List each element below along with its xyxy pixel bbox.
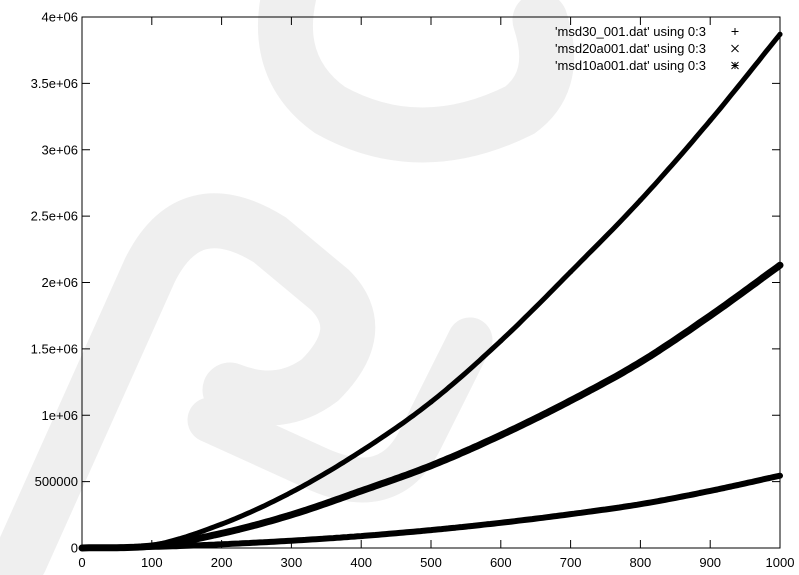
series-layer <box>78 31 784 552</box>
series-2-point <box>358 488 364 494</box>
y-tick-label: 1.5e+06 <box>31 341 78 356</box>
series-3-point <box>568 511 574 517</box>
x-tick-label: 600 <box>490 555 512 570</box>
legend-label-3: 'msd10a001.dat' using 0:3 <box>555 58 706 73</box>
x-tick-label: 300 <box>281 555 303 570</box>
series-1-point <box>637 197 643 203</box>
y-tick-label: 2e+06 <box>41 275 78 290</box>
legend-label-2: 'msd20a001.dat' using 0:3 <box>555 41 706 56</box>
y-tick-label: 500000 <box>35 474 78 489</box>
legend-marker-1 <box>731 28 739 35</box>
series-2-point <box>428 463 434 469</box>
series-1-point <box>498 338 504 344</box>
series-1-point <box>358 448 364 454</box>
series-2-point <box>498 432 504 438</box>
y-tick-label: 1e+06 <box>41 408 78 423</box>
x-tick-label: 1000 <box>766 555 795 570</box>
y-tick-label: 3.5e+06 <box>31 76 78 91</box>
series-2-point <box>707 313 713 319</box>
x-tick-label: 800 <box>630 555 652 570</box>
x-tick-label: 900 <box>699 555 721 570</box>
series-1-point <box>707 118 713 124</box>
y-tick-label: 2.5e+06 <box>31 209 78 224</box>
y-tick-label: 4e+06 <box>41 10 78 25</box>
x-tick-label: 100 <box>141 555 163 570</box>
y-tick-label: 0 <box>71 541 78 556</box>
series-1-point <box>219 521 225 527</box>
series-3-point <box>358 533 364 539</box>
series-2-point <box>288 512 294 518</box>
x-tick-label: 400 <box>350 555 372 570</box>
watermark-logo <box>0 0 575 575</box>
series-2-point <box>219 530 225 536</box>
series-3-point <box>707 488 713 494</box>
legend-marker-3 <box>731 61 739 70</box>
legend-label-1: 'msd30_001.dat' using 0:3 <box>555 24 706 39</box>
x-tick-label: 500 <box>420 555 442 570</box>
series-3-point <box>428 527 434 533</box>
x-tick-label: 700 <box>560 555 582 570</box>
y-axis: 0 500000 1e+06 1.5e+06 2e+06 2.5e+06 3e+06 3.5e… <box>31 10 780 556</box>
series-2-point <box>568 398 574 404</box>
x-axis: 0 100 200 300 400 500 600 700 800 900 1000 <box>78 17 794 570</box>
x-tick-label: 200 <box>211 555 233 570</box>
x-tick-label: 0 <box>78 555 85 570</box>
watermark-stroke-p <box>0 193 376 575</box>
legend-marker-2 <box>731 44 739 53</box>
series-1-point <box>428 399 434 405</box>
series-2-point <box>637 359 643 365</box>
y-tick-label: 3e+06 <box>41 142 78 157</box>
series-1-point <box>568 269 574 275</box>
legend: 'msd30_001.dat' using 0:3 'msd20a001.dat'… <box>555 24 739 73</box>
series-1-point <box>288 489 294 495</box>
watermark-stroke-o <box>257 0 575 163</box>
series-3-point <box>498 520 504 526</box>
series-3-point <box>637 501 643 507</box>
